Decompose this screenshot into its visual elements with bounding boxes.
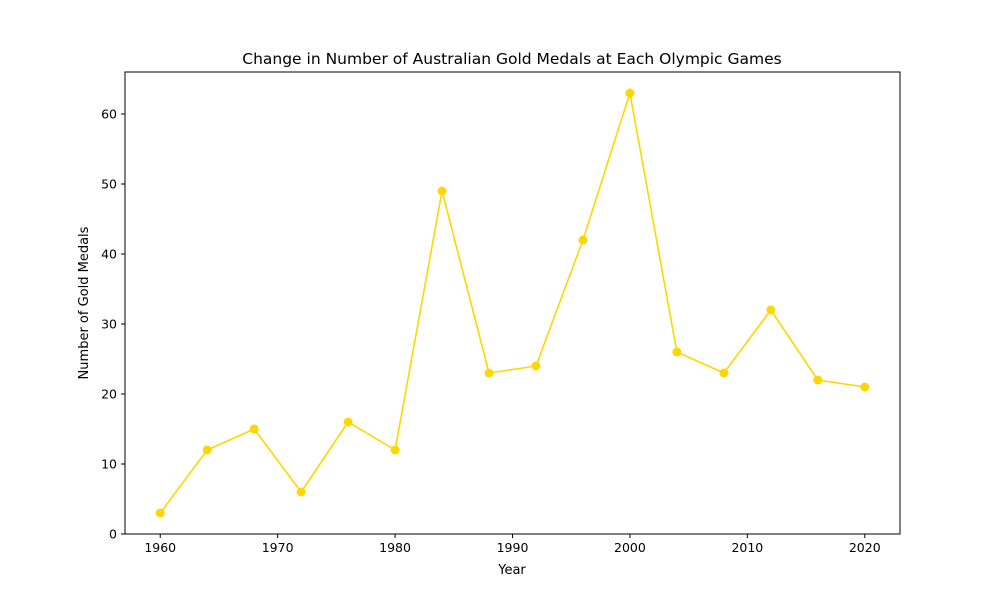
data-point xyxy=(813,375,823,385)
data-point xyxy=(578,235,588,245)
y-axis: 0 10 20 30 40 50 60 xyxy=(101,107,125,542)
x-tick-label: 2010 xyxy=(731,540,763,555)
data-point xyxy=(437,186,447,196)
series-layer xyxy=(155,88,870,518)
x-tick-label: 1970 xyxy=(262,540,294,555)
y-tick-label: 50 xyxy=(101,177,117,192)
data-point xyxy=(719,368,729,378)
x-axis: 1960 1970 1980 1990 2000 2010 2020 xyxy=(144,534,881,555)
data-point xyxy=(343,417,353,427)
y-tick-label: 60 xyxy=(101,107,117,122)
y-tick-label: 0 xyxy=(109,527,117,542)
data-point xyxy=(625,88,635,98)
data-point xyxy=(860,382,870,392)
data-point xyxy=(766,305,776,315)
data-point xyxy=(296,487,306,497)
x-tick-label: 2000 xyxy=(614,540,646,555)
data-point xyxy=(484,368,494,378)
plot-area: 1960 1970 1980 1990 2000 2010 2020 0 10 20 30 40 50… xyxy=(101,71,901,555)
y-tick-label: 20 xyxy=(101,387,117,402)
y-axis-label: Number of Gold Medals xyxy=(77,226,92,379)
x-tick-label: 1960 xyxy=(144,540,176,555)
data-point xyxy=(249,424,259,434)
x-tick-label: 1980 xyxy=(379,540,411,555)
series-line xyxy=(159,92,865,514)
data-point xyxy=(390,445,400,455)
y-tick-label: 30 xyxy=(101,317,117,332)
data-point xyxy=(202,445,212,455)
y-tick-label: 40 xyxy=(101,247,117,262)
data-point xyxy=(155,508,165,518)
data-point xyxy=(672,347,682,357)
data-point xyxy=(531,361,541,371)
y-tick-label: 10 xyxy=(101,457,117,472)
chart-title: Change in Number of Australian Gold Meda… xyxy=(242,50,781,68)
x-axis-label: Year xyxy=(497,563,526,578)
x-tick-label: 2020 xyxy=(849,540,881,555)
x-tick-label: 1990 xyxy=(497,540,529,555)
